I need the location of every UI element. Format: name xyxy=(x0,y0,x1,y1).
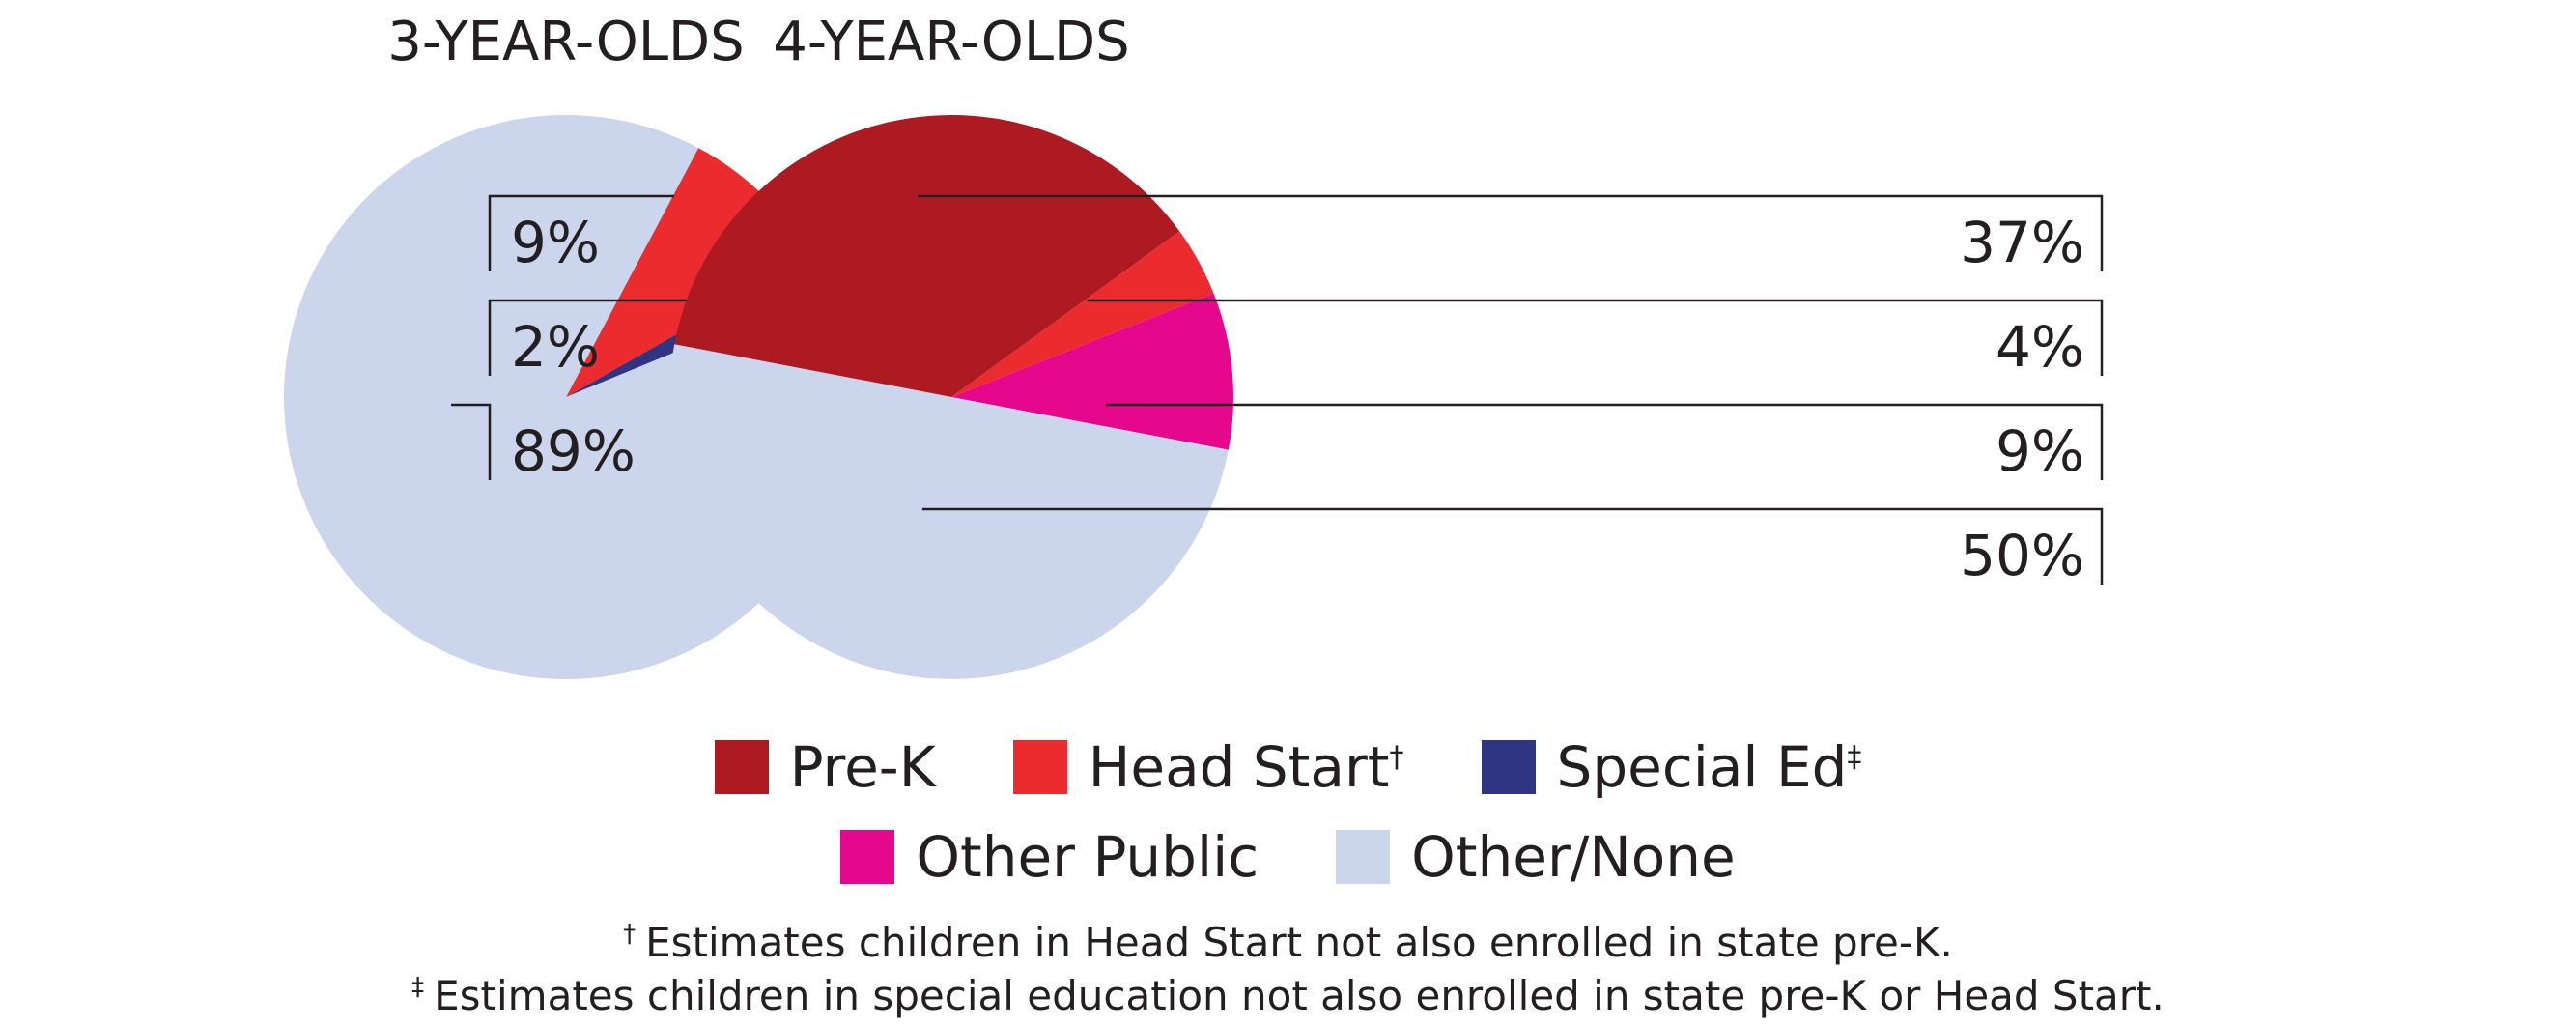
leader-line xyxy=(488,299,706,376)
legend-swatch-other-none xyxy=(1336,830,1391,884)
pie-charts: 3-YEAR-OLDS 9% 2% 89% 4-YEAR-OLDS 37% 4% 9% 50% xyxy=(284,11,2104,679)
leader-line xyxy=(1105,403,2104,480)
footnote-mark-dagger: † xyxy=(623,920,637,949)
data-label: 37% xyxy=(1960,210,2084,275)
leader-line xyxy=(488,194,674,271)
data-label: 50% xyxy=(1960,523,2084,588)
legend-label-head-start: Head Start† xyxy=(1088,734,1404,800)
leader-line xyxy=(921,507,2104,585)
legend-item-other-public: Other Public xyxy=(840,829,1259,885)
legend-swatch-special-ed xyxy=(1481,740,1536,794)
data-label: 4% xyxy=(1996,314,2084,380)
footnote-special-ed: ‡ Estimates children in special education… xyxy=(0,973,2576,1016)
data-label: 89% xyxy=(511,418,636,484)
pie-slice-other-none xyxy=(669,344,1229,679)
legend-sup-double-dagger: ‡ xyxy=(1847,740,1862,775)
legend-label-prek: Pre-K xyxy=(789,734,936,800)
legend-label-other-none: Other/None xyxy=(1411,824,1736,890)
leader-line xyxy=(1087,299,2104,376)
legend-label-special-ed: Special Ed‡ xyxy=(1556,734,1862,800)
legend-swatch-prek xyxy=(714,740,769,794)
data-label: 2% xyxy=(511,314,600,380)
leader-line xyxy=(918,194,2104,271)
legend-item-other-none: Other/None xyxy=(1336,829,1736,885)
pie-title: 3-YEAR-OLDS xyxy=(387,11,744,73)
data-label: 9% xyxy=(1996,418,2084,484)
legend-label-other-public: Other Public xyxy=(916,824,1260,890)
pie-slice-pre-k xyxy=(674,115,1180,397)
footnote-head-start: † Estimates children in Head Start not al… xyxy=(0,920,2576,963)
legend-row-2: Other Public Other/None xyxy=(0,829,2576,885)
footnote-mark-double-dagger: ‡ xyxy=(411,973,425,1002)
legend-item-special-ed: Special Ed‡ xyxy=(1481,734,1862,800)
footnote-text-special-ed: Estimates children in special education … xyxy=(434,972,2165,1019)
footnote-text-head-start: Estimates children in Head Start not als… xyxy=(645,919,1953,966)
pie-slice-other-none xyxy=(284,114,849,679)
legend-item-prek: Pre-K xyxy=(714,734,936,800)
legend-swatch-other-public xyxy=(840,830,895,884)
legend-sup-dagger: † xyxy=(1389,740,1404,775)
legend-row-1: Pre-K Head Start† Special Ed‡ xyxy=(0,739,2576,795)
pie-slice-head-start xyxy=(951,231,1214,397)
legend-swatch-head-start xyxy=(1012,740,1067,794)
pie-slice-other-public xyxy=(951,293,1234,450)
pie-title: 4-YEAR-OLDS xyxy=(773,11,1129,73)
data-label: 9% xyxy=(511,210,600,275)
leader-line xyxy=(451,403,492,480)
legend-item-head-start: Head Start† xyxy=(1012,734,1404,800)
